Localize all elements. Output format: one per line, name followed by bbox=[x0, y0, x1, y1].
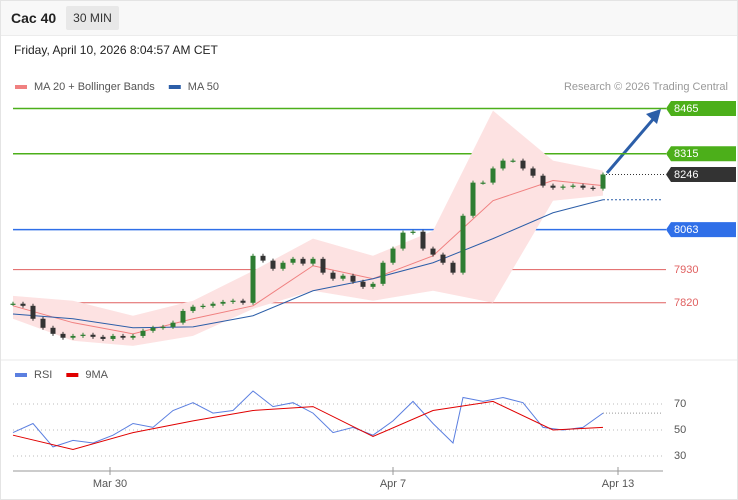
legend-swatch bbox=[66, 373, 79, 377]
candle bbox=[400, 232, 406, 249]
candle bbox=[580, 185, 586, 188]
candle bbox=[110, 335, 116, 339]
candle bbox=[190, 306, 196, 311]
instrument-title: Cac 40 bbox=[11, 10, 57, 26]
interval-badge[interactable]: 30 MIN bbox=[66, 6, 119, 30]
candle bbox=[50, 327, 56, 334]
candle bbox=[420, 231, 426, 249]
candle bbox=[570, 185, 576, 187]
level-tag bbox=[666, 222, 736, 238]
candle bbox=[490, 168, 496, 183]
indicator-line bbox=[12, 390, 604, 448]
y-tick-label: 50 bbox=[674, 424, 686, 436]
legend-label: 9MA bbox=[85, 369, 108, 381]
y-tick-label: 30 bbox=[674, 450, 686, 462]
legend-swatch bbox=[15, 85, 27, 89]
candle bbox=[500, 160, 506, 169]
legend-label: MA 20 + Bollinger Bands bbox=[34, 81, 155, 93]
candle bbox=[220, 301, 226, 304]
level-label: 8063 bbox=[674, 224, 698, 236]
candle bbox=[210, 303, 216, 306]
candle bbox=[440, 254, 446, 263]
candle bbox=[600, 174, 606, 189]
level-label: 8246 bbox=[674, 169, 698, 181]
candle bbox=[10, 303, 16, 305]
candle bbox=[480, 182, 486, 184]
candle bbox=[140, 330, 146, 336]
candle bbox=[170, 322, 176, 327]
candle bbox=[300, 258, 306, 264]
candle bbox=[230, 300, 236, 302]
candle bbox=[470, 182, 476, 216]
candle bbox=[590, 187, 596, 189]
level-label: 8315 bbox=[674, 148, 698, 160]
forecast-arrow bbox=[605, 116, 657, 174]
candle bbox=[150, 327, 156, 331]
legend-label: MA 50 bbox=[188, 81, 219, 93]
candle bbox=[200, 305, 206, 308]
candle bbox=[550, 185, 556, 188]
candle bbox=[330, 272, 336, 279]
candle bbox=[540, 175, 546, 186]
forecast-arrow-head bbox=[646, 109, 661, 124]
level-tag bbox=[666, 166, 736, 182]
candle bbox=[260, 255, 266, 261]
candle bbox=[310, 258, 316, 264]
candle bbox=[410, 231, 416, 233]
candle bbox=[510, 160, 516, 162]
x-tick-label: Apr 13 bbox=[602, 478, 634, 490]
level-tag bbox=[666, 101, 736, 117]
timestamp: Friday, April 10, 2026 8:04:57 AM CET bbox=[14, 43, 218, 57]
legend-label: RSI bbox=[34, 369, 52, 381]
candle bbox=[20, 303, 26, 306]
candle bbox=[290, 258, 296, 263]
candle bbox=[70, 335, 76, 338]
candle bbox=[60, 333, 66, 338]
bollinger-band bbox=[13, 110, 603, 346]
candle bbox=[390, 248, 396, 263]
legend-swatch bbox=[15, 373, 27, 377]
candle bbox=[100, 336, 106, 339]
y-tick-label: 70 bbox=[674, 398, 686, 410]
candle bbox=[270, 260, 276, 269]
candle bbox=[30, 305, 36, 319]
level-label: 7820 bbox=[674, 297, 698, 309]
level-label: 7930 bbox=[674, 264, 698, 276]
candle bbox=[350, 275, 356, 282]
candle bbox=[370, 283, 376, 287]
candle bbox=[430, 248, 436, 255]
candle bbox=[360, 281, 366, 287]
level-tag bbox=[666, 146, 736, 162]
candle bbox=[450, 262, 456, 273]
credit: Research © 2026 Trading Central bbox=[564, 81, 728, 93]
indicator-line bbox=[12, 400, 604, 451]
x-tick-label: Apr 7 bbox=[380, 478, 406, 490]
candle bbox=[380, 262, 386, 284]
legend-swatch bbox=[168, 85, 181, 89]
candle bbox=[560, 186, 566, 188]
candle bbox=[40, 318, 46, 328]
candle bbox=[120, 335, 126, 338]
candle bbox=[80, 334, 86, 336]
candle bbox=[180, 310, 186, 323]
candle bbox=[90, 334, 96, 337]
candle bbox=[520, 160, 526, 169]
candle bbox=[530, 168, 536, 176]
ma-line bbox=[12, 180, 604, 335]
header: Cac 40 30 MIN bbox=[1, 1, 737, 36]
candle bbox=[160, 326, 166, 329]
candle bbox=[130, 335, 136, 338]
x-tick-label: Mar 30 bbox=[93, 478, 127, 490]
candle bbox=[460, 215, 466, 273]
candle bbox=[250, 255, 256, 303]
level-label: 8465 bbox=[674, 103, 698, 115]
candle bbox=[340, 275, 346, 279]
candle bbox=[320, 258, 326, 273]
candle bbox=[280, 262, 286, 269]
ma-line bbox=[12, 199, 604, 329]
candle bbox=[240, 300, 246, 303]
